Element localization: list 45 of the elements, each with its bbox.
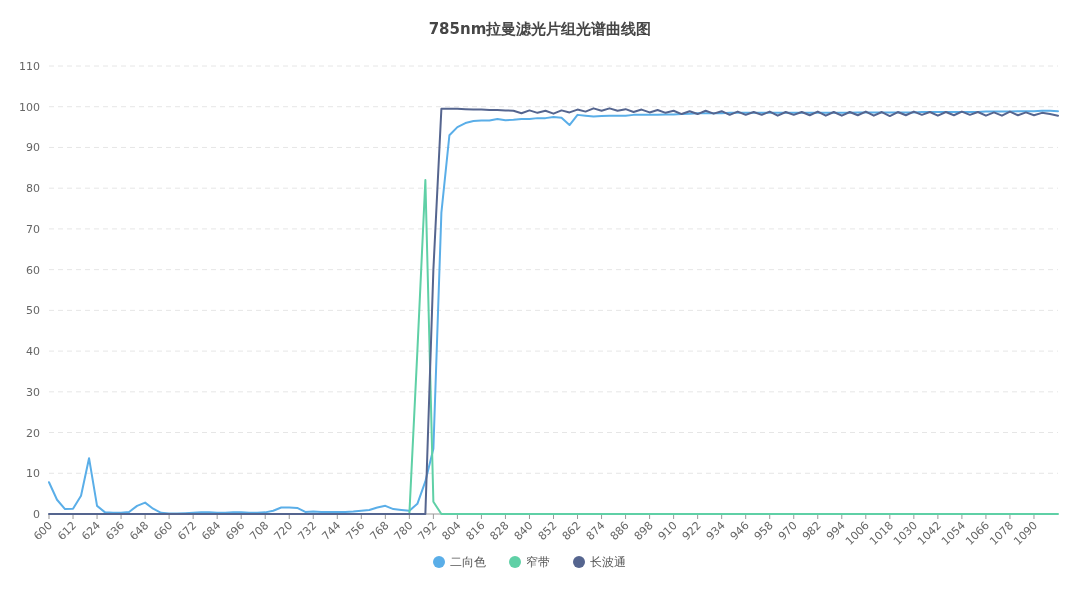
y-tick-label: 100 <box>19 100 40 114</box>
x-tick-label: 982 <box>799 518 824 543</box>
legend-label: 长波通 <box>590 555 626 569</box>
x-tick-label: 840 <box>511 518 536 543</box>
y-tick-label: 80 <box>26 182 40 196</box>
x-tick-label: 600 <box>31 518 56 543</box>
y-tick-label: 50 <box>26 304 40 318</box>
y-tick-label: 110 <box>19 60 40 73</box>
x-tick-label: 648 <box>127 518 152 543</box>
y-tick-label: 20 <box>26 426 40 440</box>
chart-title: 785nm拉曼滤光片组光谱曲线图 <box>428 20 652 38</box>
legend-label: 窄带 <box>526 555 550 569</box>
x-tick-label: 720 <box>271 518 296 543</box>
x-tick-label: 612 <box>55 518 80 543</box>
x-tick-label: 828 <box>487 518 512 543</box>
y-tick-label: 0 <box>33 508 40 521</box>
x-tick-label: 780 <box>391 518 416 543</box>
x-tick-label: 768 <box>367 518 392 543</box>
x-tick-label: 852 <box>535 518 560 543</box>
x-tick-label: 922 <box>679 518 704 543</box>
x-tick-label: 684 <box>199 518 224 543</box>
x-tick-label: 756 <box>343 518 368 543</box>
x-tick-label: 636 <box>103 518 128 543</box>
x-tick-label: 934 <box>703 518 728 543</box>
x-tick-label: 970 <box>775 518 800 543</box>
x-tick-label: 696 <box>223 518 248 543</box>
legend-label: 二向色 <box>450 555 486 569</box>
y-tick-label: 90 <box>26 141 40 155</box>
x-tick-label: 732 <box>295 518 320 543</box>
x-tick-label: 708 <box>247 518 272 543</box>
line-series <box>408 179 1059 515</box>
x-tick-label: 660 <box>151 518 176 543</box>
x-tick-label: 862 <box>559 518 584 543</box>
y-tick-label: 70 <box>26 222 40 236</box>
x-tick-label: 744 <box>319 518 344 543</box>
x-tick-label: 910 <box>655 518 680 543</box>
y-tick-label: 40 <box>26 345 40 359</box>
y-tick-label: 60 <box>26 263 40 277</box>
x-tick-label: 874 <box>583 518 608 543</box>
y-tick-label: 10 <box>26 467 40 481</box>
x-tick-label: 804 <box>439 518 464 543</box>
y-tick-label: 30 <box>26 385 40 399</box>
x-tick-label: 792 <box>415 518 440 543</box>
x-tick-label: 624 <box>79 518 104 543</box>
x-tick-label: 672 <box>175 518 200 543</box>
